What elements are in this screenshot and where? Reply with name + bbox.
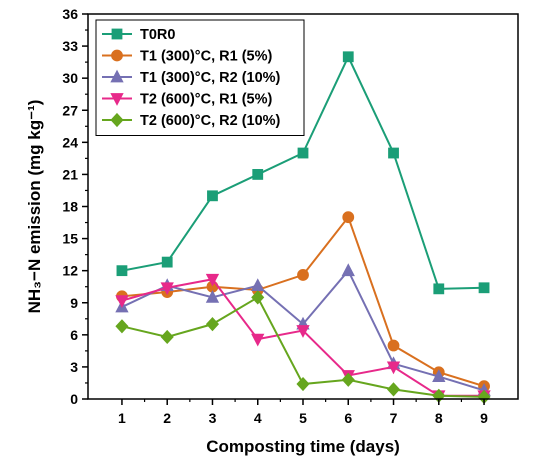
series-4-point-2: [160, 282, 174, 296]
series-4-point-7: [386, 361, 401, 375]
series-5-point-2: [160, 329, 174, 345]
legend-label-5: T2 (600)°C, R2 (10%): [140, 113, 281, 129]
x-axis-title: Composting time (days): [206, 437, 400, 456]
series-5-point-7: [386, 382, 401, 397]
legend: T0R0 T1 (300)°C, R1 (5%) T1 (300)°C, R2 (1…: [95, 19, 305, 136]
series-4-point-4: [251, 333, 265, 347]
y-tick-label-3: 6: [70, 327, 78, 343]
series-1-point-7: [388, 147, 399, 159]
series-1-point-9: [478, 282, 490, 294]
series-4-point-3: [205, 273, 220, 287]
series-2-point-5: [297, 269, 309, 281]
legend-marker-2: [111, 49, 123, 62]
series-1-point-1: [116, 265, 128, 277]
series-5-point-1: [115, 319, 129, 334]
y-tick-label-4: 9: [70, 295, 78, 311]
y-tick-label-1: 0: [70, 391, 78, 407]
series-3-point-4: [251, 278, 265, 292]
y-axis-title: NH₃−N emission (mg kg⁻¹): [25, 100, 44, 314]
series-5-point-6: [341, 372, 355, 387]
series-line-2: [121, 215, 485, 388]
series-1-point-8: [433, 283, 445, 295]
series-1-point-2: [161, 256, 173, 268]
y-tick-label-2: 3: [70, 359, 78, 375]
series-1-point-5: [297, 147, 309, 159]
series-5-point-5: [296, 376, 310, 392]
x-tick-label-3: 3: [209, 410, 217, 426]
legend-label-1: T0R0: [140, 27, 175, 43]
series-4-point-5: [296, 325, 310, 338]
series-2-point-7: [387, 339, 400, 352]
series-5-point-4: [251, 290, 265, 305]
y-tick-label-9: 24: [62, 134, 78, 150]
y-tick-label-11: 30: [62, 70, 78, 86]
series-1-point-6: [342, 51, 354, 63]
y-tick-label-7: 18: [62, 199, 78, 215]
legend-label-4: T2 (600)°C, R1 (5%): [140, 92, 272, 108]
series-5-point-3: [205, 317, 220, 332]
legend-label-3: T1 (300)°C, R2 (10%): [140, 70, 281, 86]
legend-marker-4: [110, 93, 124, 106]
legend-marker-5: [110, 112, 124, 128]
y-tick-label-13: 36: [62, 6, 78, 22]
y-tick-label-12: 33: [62, 38, 78, 54]
series-1-point-3: [207, 190, 218, 202]
y-tick-label-8: 21: [62, 166, 78, 182]
y-tick-label-6: 15: [62, 231, 78, 247]
x-tick-label-1: 1: [118, 410, 126, 426]
x-tick-label-7: 7: [390, 410, 398, 426]
legend-label-2: T1 (300)°C, R1 (5%): [140, 49, 272, 65]
series-3-point-3: [205, 290, 220, 303]
series-2-point-6: [342, 211, 355, 224]
series-3-point-8: [432, 369, 446, 382]
x-tick-label-8: 8: [435, 410, 443, 426]
x-tick-label-2: 2: [163, 410, 171, 426]
legend-marker-1: [111, 28, 123, 40]
y-tick-label-10: 27: [62, 102, 78, 118]
series-1-point-4: [252, 169, 264, 180]
legend-marker-3: [110, 69, 124, 83]
x-tick-label-5: 5: [299, 410, 307, 426]
x-tick-label-6: 6: [344, 410, 352, 426]
series-4-point-1: [115, 295, 129, 308]
x-tick-label-9: 9: [480, 410, 488, 426]
x-tick-label-4: 4: [254, 410, 262, 426]
y-tick-label-5: 12: [62, 263, 78, 279]
series-3-point-6: [341, 263, 355, 277]
